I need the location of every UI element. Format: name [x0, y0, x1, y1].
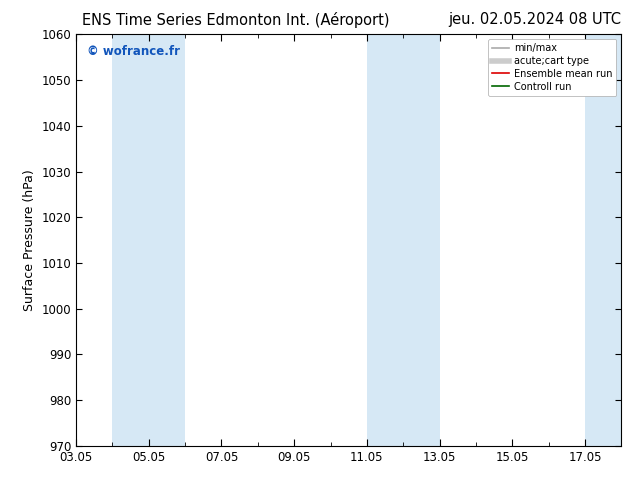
Y-axis label: Surface Pressure (hPa): Surface Pressure (hPa) — [23, 169, 36, 311]
Bar — [585, 34, 621, 446]
Text: © wofrance.fr: © wofrance.fr — [87, 45, 180, 58]
Text: ENS Time Series Edmonton Int. (Aéroport): ENS Time Series Edmonton Int. (Aéroport) — [82, 12, 390, 28]
Bar — [112, 34, 185, 446]
Bar — [367, 34, 439, 446]
Text: jeu. 02.05.2024 08 UTC: jeu. 02.05.2024 08 UTC — [448, 12, 621, 27]
Legend: min/max, acute;cart type, Ensemble mean run, Controll run: min/max, acute;cart type, Ensemble mean … — [488, 39, 616, 96]
